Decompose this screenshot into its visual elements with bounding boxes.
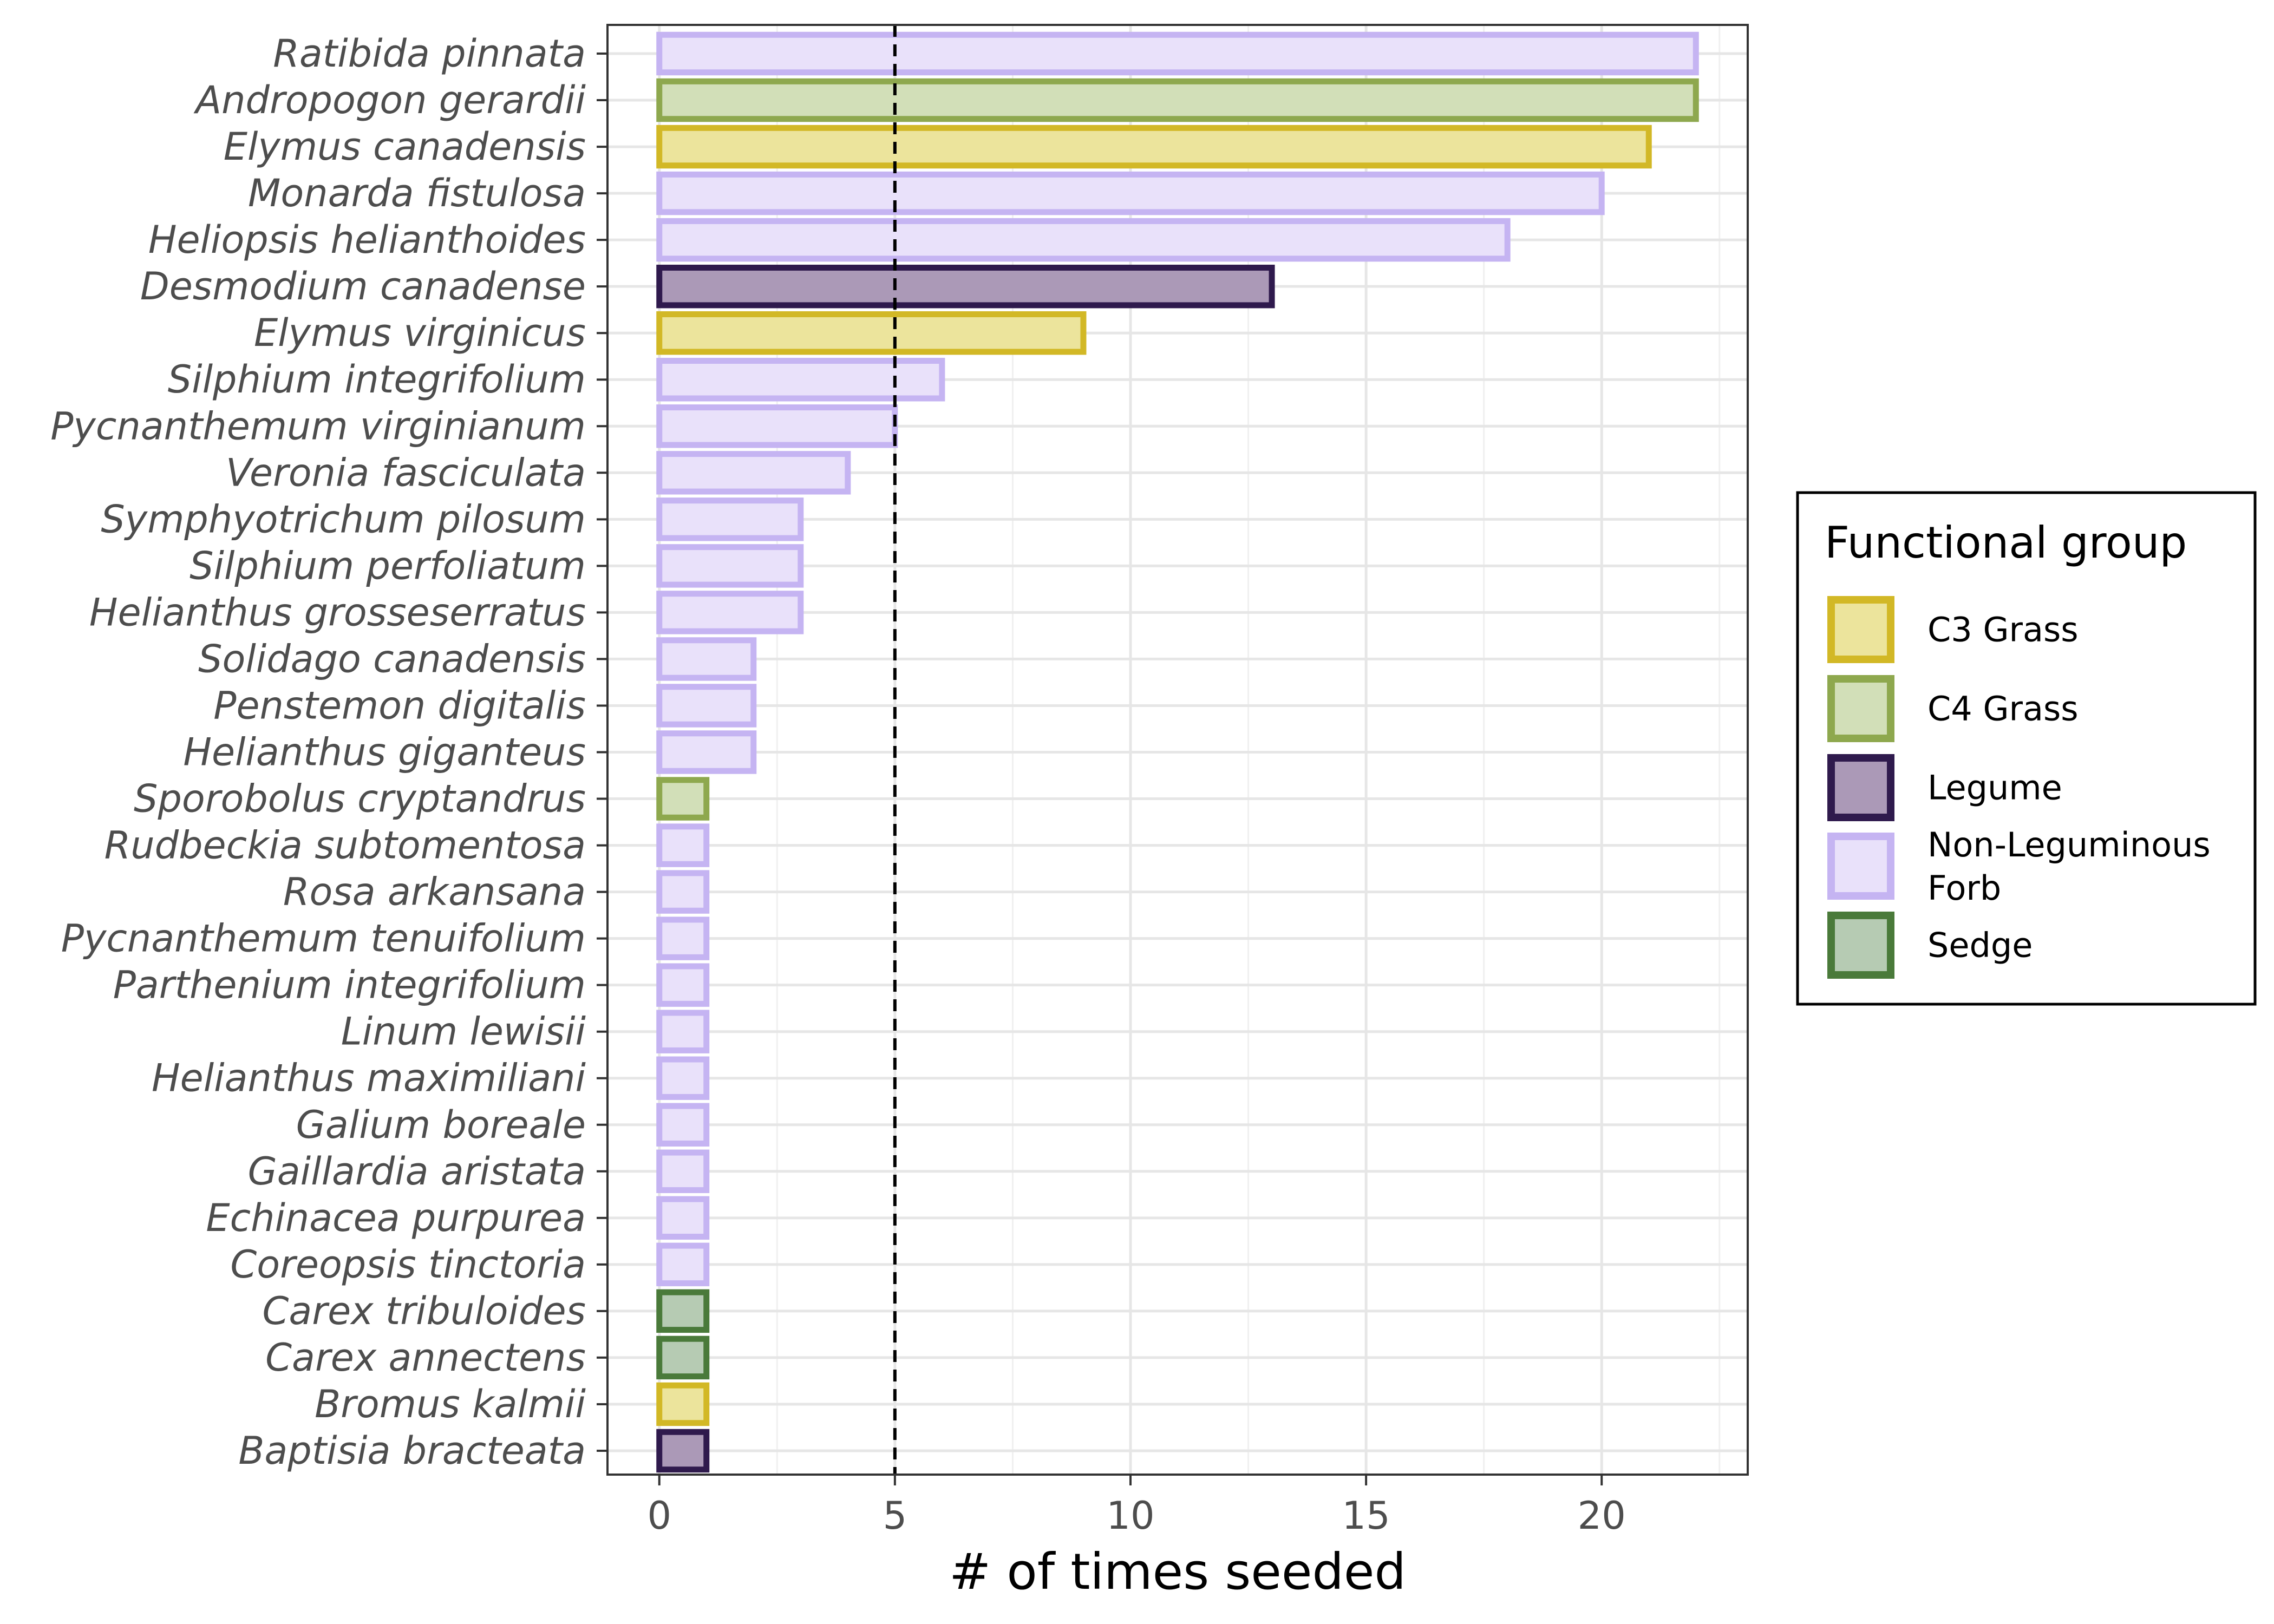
x-axis-label: # of times seeded <box>949 1543 1406 1601</box>
bar <box>656 1149 710 1194</box>
bar <box>656 730 757 774</box>
legend-label: C4 Grass <box>1927 689 2079 729</box>
y-tick-label: Echinacea purpurea <box>206 1196 586 1240</box>
y-tick-label: Rudbeckia subtomentosa <box>104 823 586 868</box>
legend-key <box>1827 833 1894 900</box>
bar <box>656 1429 710 1473</box>
legend-key <box>1827 675 1894 742</box>
x-tick-label: 15 <box>1342 1494 1390 1538</box>
legend: Functional group C3 Grass C4 Grass Legume N… <box>1796 491 2257 1006</box>
x-tick-label: 0 <box>647 1494 671 1538</box>
y-tick-label: Silphium integrifolium <box>168 357 586 402</box>
y-tick-label: Helianthus giganteus <box>183 730 586 775</box>
y-tick-label: Gaillardia aristata <box>248 1149 586 1194</box>
bar <box>656 1335 710 1380</box>
y-tick-label: Symphyotrichum pilosum <box>101 497 586 541</box>
y-tick-label: Ratibida pinnata <box>273 31 586 76</box>
y-tick-label: Carex tribuloides <box>263 1289 586 1333</box>
bar <box>656 218 1511 262</box>
y-tick-label: Penstemon digitalis <box>213 683 586 728</box>
bar <box>656 171 1605 215</box>
bar <box>656 451 851 495</box>
legend-label: Non-Leguminous Forb <box>1927 825 2211 908</box>
y-tick-label: Coreopsis tinctoria <box>230 1242 586 1287</box>
y-tick-label: Pycnanthemum tenuifolium <box>61 916 586 961</box>
y-tick-label: Monarda fistulosa <box>248 171 586 215</box>
bar <box>656 1010 710 1053</box>
plot-panel-border <box>606 24 1749 1476</box>
legend-label: Sedge <box>1927 926 2033 965</box>
y-tick-label: Andropogon gerardii <box>193 78 586 122</box>
bar <box>656 1103 710 1147</box>
y-tick-label: Pycnanthemum virginianum <box>50 404 586 448</box>
y-tick-label: Parthenium integrifolium <box>113 963 586 1007</box>
legend-title: Functional group <box>1825 518 2187 568</box>
bar <box>656 404 898 448</box>
y-tick-label: Solidago canadensis <box>198 637 586 681</box>
bar <box>656 1382 710 1426</box>
bar <box>656 591 804 634</box>
bar <box>656 264 1275 309</box>
bar <box>656 311 1087 355</box>
bar <box>656 1056 710 1100</box>
y-tick-label: Baptisia bracteata <box>238 1429 586 1473</box>
bar <box>656 358 945 402</box>
y-tick-label: Elymus virginicus <box>254 311 586 355</box>
bar <box>656 823 710 867</box>
y-tick-label: Silphium perfoliatum <box>190 543 586 588</box>
y-tick-label: Bromus kalmii <box>315 1382 586 1426</box>
bar <box>656 916 710 960</box>
legend-key <box>1827 596 1894 663</box>
y-tick-label: Elymus canadensis <box>224 125 586 169</box>
y-tick-label: Galium boreale <box>296 1103 586 1147</box>
bar <box>656 777 710 821</box>
legend-label: C3 Grass <box>1927 610 2079 650</box>
x-tick-label: 10 <box>1106 1494 1154 1538</box>
y-tick-label: Helianthus grosseserratus <box>89 590 586 634</box>
bar <box>656 125 1652 169</box>
x-tick-label: 20 <box>1578 1494 1626 1538</box>
legend-key <box>1827 754 1894 821</box>
bar <box>656 78 1699 122</box>
bar <box>656 1196 710 1240</box>
bar <box>656 544 804 588</box>
bar <box>656 684 757 728</box>
x-axis: 0 5 10 15 20 <box>647 1475 1626 1538</box>
y-tick-label: Veronia fasciculata <box>226 450 586 495</box>
bars <box>656 31 1699 1473</box>
bar <box>656 1289 710 1333</box>
bar <box>656 870 710 914</box>
bar <box>656 637 757 681</box>
y-tick-label: Sporobolus cryptandrus <box>134 777 586 821</box>
legend-label: Legume <box>1927 768 2062 808</box>
bar <box>656 31 1699 76</box>
bar <box>656 497 804 541</box>
bar <box>656 1242 710 1287</box>
y-tick-label: Heliopsis helianthoides <box>148 218 586 262</box>
y-tick-label: Carex annectens <box>265 1335 586 1380</box>
x-tick-label: 5 <box>883 1494 907 1538</box>
y-tick-label: Helianthus maximiliani <box>152 1056 586 1101</box>
y-tick-label: Linum lewisii <box>341 1010 586 1054</box>
bar <box>656 963 710 1007</box>
y-tick-label: Rosa arkansana <box>283 870 586 914</box>
y-tick-label: Desmodium canadense <box>140 264 586 309</box>
legend-key <box>1827 912 1894 979</box>
